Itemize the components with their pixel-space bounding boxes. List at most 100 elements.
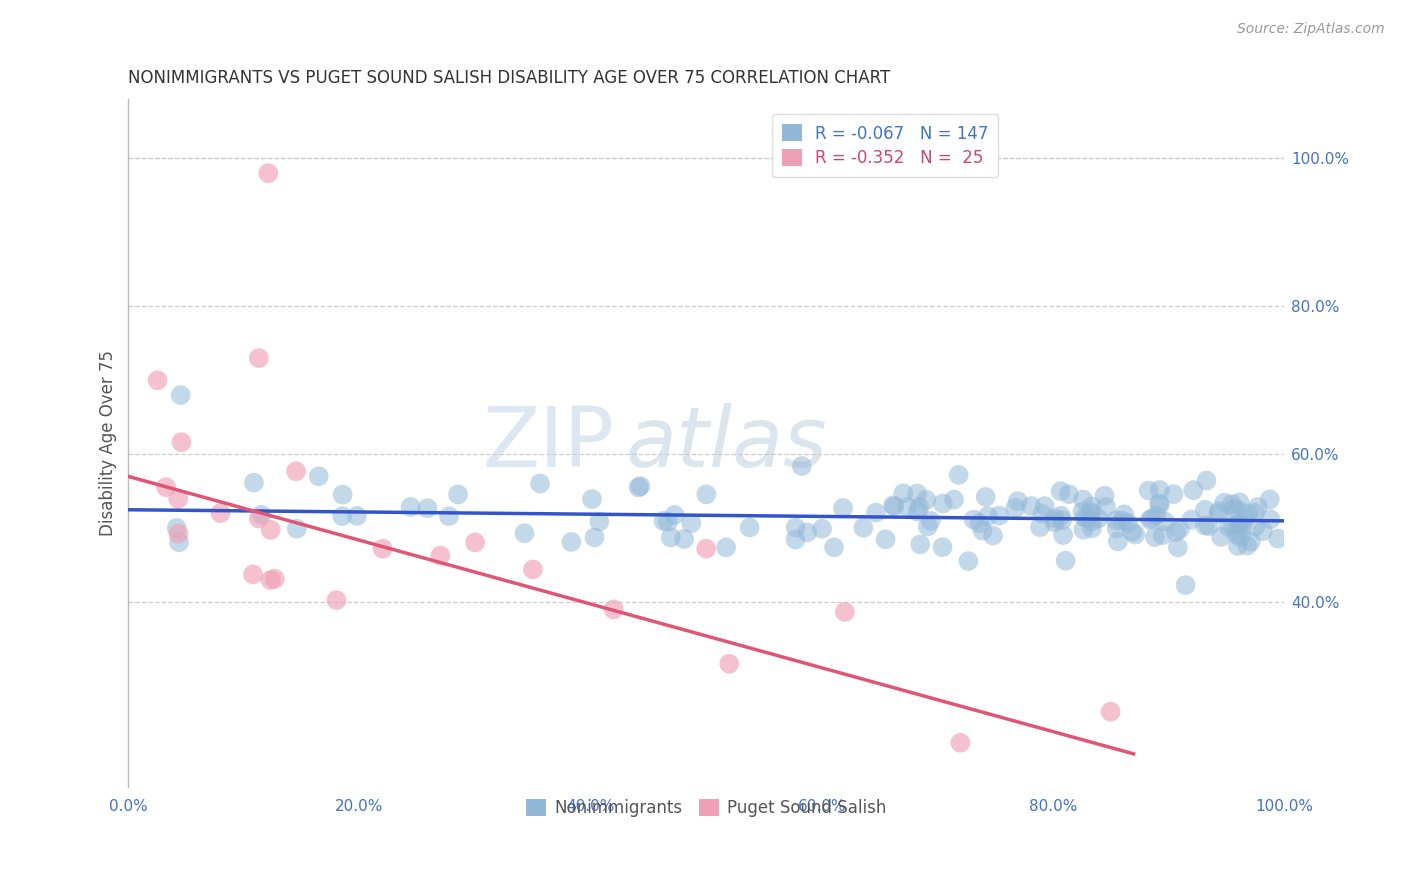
Point: [917, 519, 939, 533]
Point: [1050, 508, 1073, 523]
Point: [1180, 513, 1202, 527]
Point: [308, 469, 330, 483]
Point: [170, 388, 193, 402]
Point: [167, 491, 190, 506]
Point: [1149, 498, 1171, 512]
Point: [263, 572, 285, 586]
Point: [1114, 508, 1136, 522]
Point: [1208, 507, 1230, 521]
Point: [1247, 500, 1270, 514]
Point: [1213, 496, 1236, 510]
Point: [832, 501, 855, 516]
Point: [1019, 499, 1042, 513]
Point: [1029, 520, 1052, 534]
Point: [628, 479, 651, 493]
Point: [738, 520, 761, 534]
Point: [1149, 483, 1171, 497]
Point: [1222, 501, 1244, 516]
Point: [1209, 530, 1232, 544]
Point: [659, 530, 682, 544]
Point: [932, 496, 955, 510]
Text: NONIMMIGRANTS VS PUGET SOUND SALISH DISABILITY AGE OVER 75 CORRELATION CHART: NONIMMIGRANTS VS PUGET SOUND SALISH DISA…: [128, 69, 891, 87]
Point: [718, 657, 741, 671]
Point: [1076, 511, 1098, 525]
Legend: Nonimmigrants, Puget Sound Salish: Nonimmigrants, Puget Sound Salish: [519, 792, 893, 823]
Point: [1220, 497, 1243, 511]
Point: [1052, 528, 1074, 542]
Point: [447, 487, 470, 501]
Point: [332, 488, 354, 502]
Point: [1208, 504, 1230, 518]
Point: [834, 605, 856, 619]
Point: [1111, 514, 1133, 528]
Point: [146, 373, 169, 387]
Point: [1107, 534, 1129, 549]
Point: [969, 516, 991, 530]
Point: [1198, 519, 1220, 533]
Point: [330, 509, 353, 524]
Point: [1236, 539, 1258, 553]
Text: ZIP: ZIP: [482, 402, 614, 483]
Point: [673, 532, 696, 546]
Point: [785, 520, 807, 534]
Point: [285, 464, 308, 478]
Point: [891, 486, 914, 500]
Point: [1116, 516, 1139, 530]
Point: [325, 593, 347, 607]
Point: [652, 514, 675, 528]
Point: [155, 480, 177, 494]
Point: [1071, 492, 1094, 507]
Point: [823, 541, 845, 555]
Point: [1226, 539, 1249, 553]
Point: [1080, 515, 1102, 529]
Point: [785, 533, 807, 547]
Point: [875, 533, 897, 547]
Point: [865, 506, 887, 520]
Point: [260, 573, 283, 587]
Point: [399, 500, 422, 514]
Point: [560, 535, 582, 549]
Point: [257, 166, 280, 180]
Text: Source: ZipAtlas.com: Source: ZipAtlas.com: [1237, 22, 1385, 37]
Point: [695, 487, 717, 501]
Point: [170, 435, 193, 450]
Point: [1073, 523, 1095, 537]
Point: [1226, 502, 1249, 516]
Point: [957, 554, 980, 568]
Point: [167, 535, 190, 549]
Point: [1050, 513, 1073, 527]
Point: [247, 351, 270, 365]
Point: [896, 500, 918, 514]
Point: [1258, 492, 1281, 507]
Point: [1080, 505, 1102, 519]
Point: [907, 504, 929, 518]
Point: [796, 525, 818, 540]
Point: [371, 541, 394, 556]
Point: [429, 549, 451, 563]
Point: [583, 530, 606, 544]
Point: [977, 509, 1000, 524]
Point: [1004, 500, 1026, 515]
Point: [627, 480, 650, 494]
Point: [1195, 474, 1218, 488]
Point: [931, 540, 953, 554]
Point: [949, 736, 972, 750]
Point: [167, 526, 190, 541]
Point: [242, 567, 264, 582]
Point: [908, 500, 931, 515]
Point: [915, 492, 938, 507]
Point: [1139, 513, 1161, 527]
Point: [1031, 507, 1053, 521]
Point: [883, 500, 905, 514]
Point: [1081, 500, 1104, 514]
Point: [1222, 519, 1244, 533]
Point: [243, 475, 266, 490]
Point: [1073, 510, 1095, 524]
Point: [1164, 524, 1187, 539]
Point: [1260, 512, 1282, 526]
Point: [1081, 521, 1104, 535]
Point: [1154, 515, 1177, 529]
Point: [1095, 500, 1118, 514]
Point: [974, 490, 997, 504]
Point: [1152, 528, 1174, 542]
